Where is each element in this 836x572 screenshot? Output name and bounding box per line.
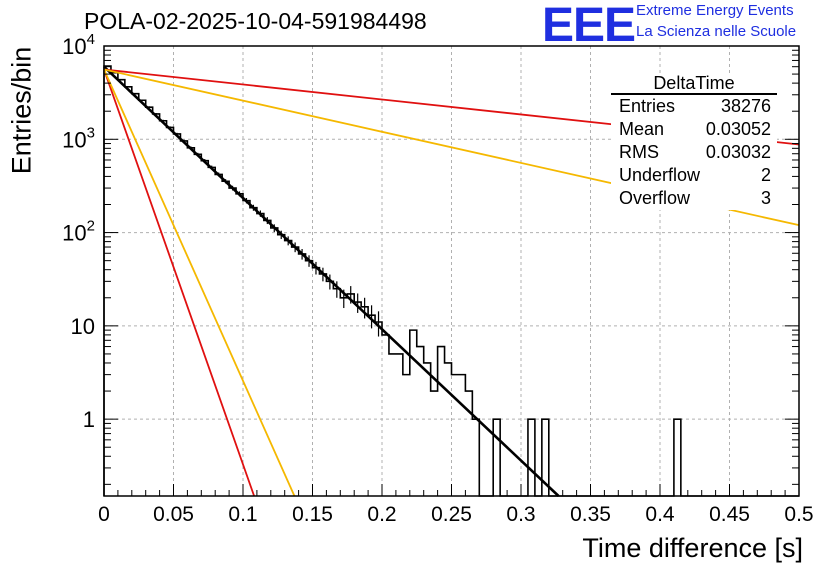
logo-subtitle-2: La Scienza nelle Scuole xyxy=(636,23,797,40)
x-axis-label: Time difference [s] xyxy=(582,533,803,563)
stats-row-entries: Entries 38276 xyxy=(611,95,777,118)
stats-value: 0.03052 xyxy=(705,119,771,139)
grid xyxy=(104,46,799,496)
x-tick-label: 0.45 xyxy=(709,503,750,526)
y-tick-label: 10 xyxy=(71,314,95,339)
fit-line-red xyxy=(103,69,255,497)
x-tick-label: 0.05 xyxy=(153,503,194,526)
y-tick-label: 1 xyxy=(83,407,95,432)
chart-title: POLA-02-2025-10-04-591984498 xyxy=(84,8,427,34)
y-tick-label: 103 xyxy=(62,124,95,152)
fit-line-black xyxy=(103,65,560,497)
stats-row-mean: Mean 0.03052 xyxy=(611,118,777,141)
y-tick-label: 102 xyxy=(62,218,95,246)
stats-title: DeltaTime xyxy=(611,74,777,95)
stats-value: 38276 xyxy=(720,96,771,116)
x-tick-label: 0 xyxy=(98,503,110,526)
stats-value: 0.03032 xyxy=(705,142,771,162)
x-tick-label: 0.15 xyxy=(292,503,333,526)
stats-label: Entries xyxy=(619,96,676,116)
stats-label: RMS xyxy=(619,142,659,162)
eee-logo: EEE xyxy=(542,0,636,52)
x-tick-label: 0.35 xyxy=(570,503,611,526)
x-tick-label: 0.5 xyxy=(784,503,813,526)
stats-value: 2 xyxy=(760,165,771,185)
y-tick-label: 104 xyxy=(62,31,95,59)
axis-ticks: 0 0.05 0.1 0.15 0.2 0.25 0.3 0.35 0.4 0.45 0.5 1 10 1… xyxy=(62,31,813,526)
stats-label: Mean xyxy=(619,119,665,139)
y-axis-label: Entries/bin xyxy=(6,46,37,175)
stats-row-overflow: Overflow 3 xyxy=(611,187,777,210)
stats-label: Underflow xyxy=(619,165,701,185)
stats-row-underflow: Underflow 2 xyxy=(611,164,777,187)
x-tick-label: 0.25 xyxy=(431,503,472,526)
logo-subtitle-1: Extreme Energy Events xyxy=(636,2,794,19)
stats-label: Overflow xyxy=(619,188,691,208)
stats-box: DeltaTime Entries 38276 Mean 0.03052 RMS… xyxy=(611,74,777,210)
x-tick-label: 0.4 xyxy=(645,503,675,526)
x-tick-label: 0.1 xyxy=(228,503,257,526)
stats-value: 3 xyxy=(760,188,771,208)
x-tick-label: 0.3 xyxy=(506,503,535,526)
x-tick-label: 0.2 xyxy=(367,503,396,526)
stats-row-rms: RMS 0.03032 xyxy=(611,141,777,164)
fit-line-orange xyxy=(103,69,296,497)
